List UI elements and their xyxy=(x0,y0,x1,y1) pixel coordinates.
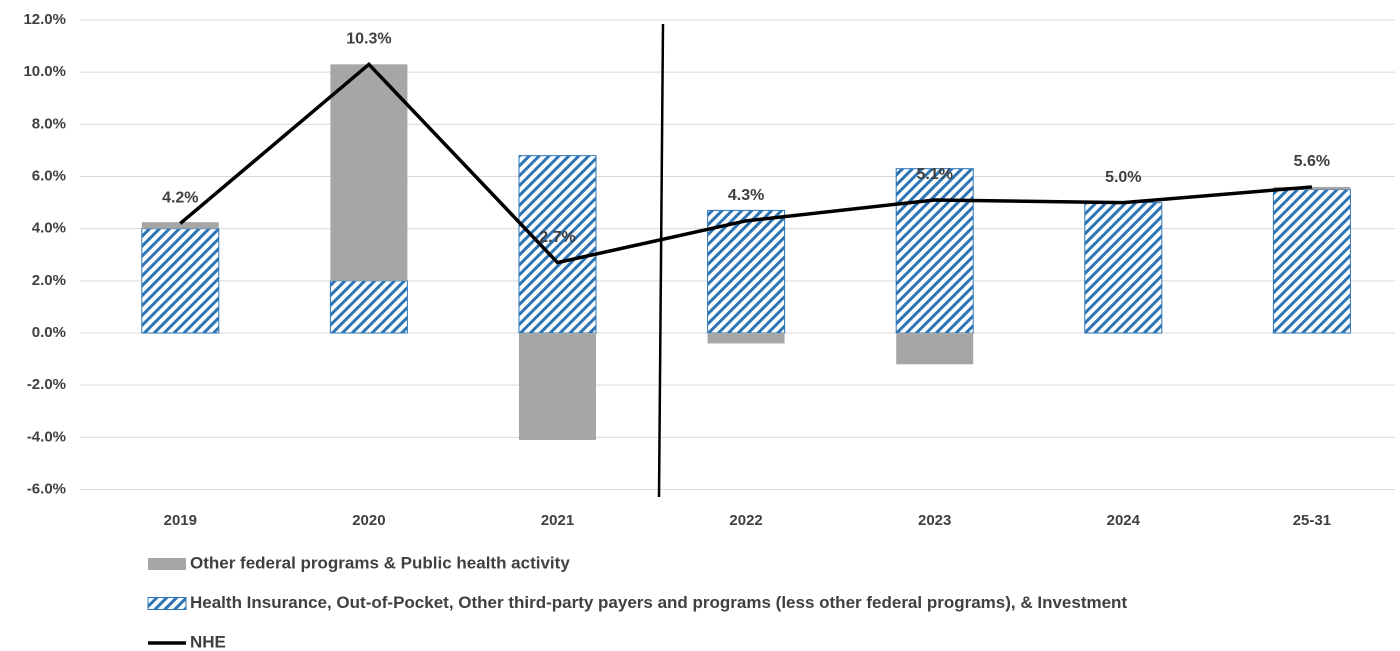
bar-segment xyxy=(1272,189,1351,334)
bar-segment xyxy=(896,333,974,365)
data-label: 4.2% xyxy=(162,190,198,207)
x-tick-label: 2023 xyxy=(918,512,951,529)
x-tick-label: 2024 xyxy=(1107,512,1141,529)
y-tick-label: -4.0% xyxy=(27,428,66,445)
bar-segment xyxy=(518,155,597,334)
legend-label: Other federal programs & Public health a… xyxy=(190,553,570,572)
legend-swatch xyxy=(147,597,187,610)
nhe-line xyxy=(179,61,1313,265)
y-tick-label: 0.0% xyxy=(32,324,66,341)
bar-segment xyxy=(895,168,974,334)
x-tick-label: 2022 xyxy=(729,512,762,529)
bar-segment xyxy=(707,333,785,344)
y-tick-label: 10.0% xyxy=(23,63,66,80)
y-tick-label: 12.0% xyxy=(23,11,66,28)
x-tick-label: 25-31 xyxy=(1293,512,1331,529)
y-tick-label: 6.0% xyxy=(32,167,66,184)
y-tick-label: -2.0% xyxy=(27,376,66,393)
divider xyxy=(657,23,665,498)
y-tick-label: 4.0% xyxy=(32,220,66,237)
x-tick-label: 2020 xyxy=(352,512,385,529)
data-label: 5.1% xyxy=(916,166,952,183)
bar-segment xyxy=(141,222,219,229)
bar-segment xyxy=(141,228,220,334)
bar-segment xyxy=(330,64,408,281)
data-label: 5.0% xyxy=(1105,169,1141,186)
bar-segment xyxy=(1084,202,1163,334)
y-tick-label: 8.0% xyxy=(32,115,66,132)
y-tick-label: -6.0% xyxy=(27,480,66,497)
bar-segment xyxy=(519,333,596,440)
x-tick-label: 2021 xyxy=(541,512,574,529)
bar-segment xyxy=(329,280,408,334)
data-label: 2.7% xyxy=(539,229,575,246)
data-label: 10.3% xyxy=(346,31,391,48)
data-label: 4.3% xyxy=(728,187,764,204)
bar-segment xyxy=(707,209,786,334)
data-label: 5.6% xyxy=(1294,153,1330,170)
y-tick-label: 2.0% xyxy=(32,272,66,289)
x-tick-label: 2019 xyxy=(164,512,197,529)
legend-label: Health Insurance, Out-of-Pocket, Other t… xyxy=(190,593,1127,612)
legend-swatch xyxy=(148,558,186,570)
legend-label: NHE xyxy=(190,632,226,651)
